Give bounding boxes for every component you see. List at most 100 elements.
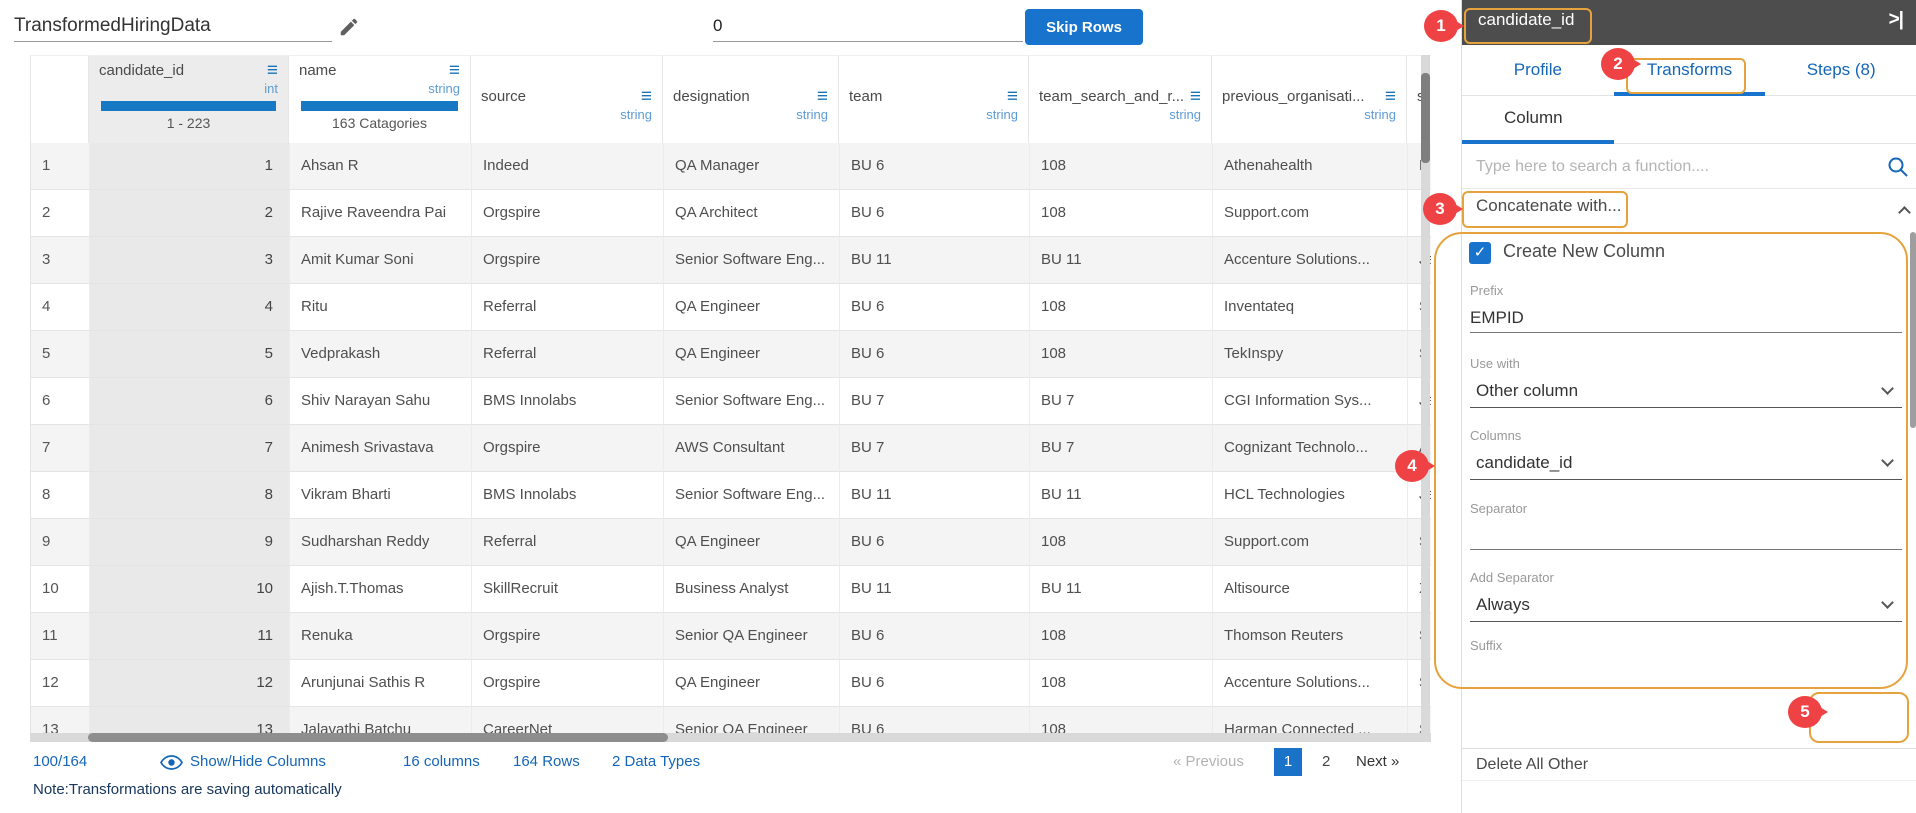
cell: 5 (89, 331, 289, 378)
add-separator-select[interactable]: Always (1470, 590, 1902, 622)
cell: 108 (1029, 331, 1212, 378)
chevron-down-icon (1881, 596, 1894, 609)
tab-steps[interactable]: Steps (8) (1806, 60, 1876, 79)
column-menu-icon[interactable]: ≡ (640, 85, 652, 107)
cell: Orgspire (471, 660, 663, 707)
search-icon[interactable] (1886, 155, 1910, 179)
cell: 9 (89, 519, 289, 566)
transform-panel: candidate_id >| Profile Transforms Steps… (1461, 0, 1916, 813)
column-type: string (620, 107, 652, 122)
pagination-page-1[interactable]: 1 (1274, 748, 1302, 776)
cell: Orgspire (471, 613, 663, 660)
subtab-column[interactable]: Column (1504, 108, 1563, 127)
use-with-label: Use with (1470, 356, 1520, 371)
function-search-input[interactable] (1476, 152, 1866, 182)
function-item-concatenate[interactable]: Concatenate with... (1476, 196, 1622, 215)
pagination-previous[interactable]: « Previous (1173, 753, 1244, 770)
row-number: 1 (31, 143, 89, 190)
cell: Referral (471, 519, 663, 566)
cell (1407, 190, 1431, 237)
show-hide-columns-button[interactable]: Show/Hide Columns (190, 753, 326, 770)
separator-input[interactable] (1470, 520, 1902, 550)
panel-scrollbar[interactable] (1910, 232, 1916, 428)
prefix-input[interactable] (1470, 303, 1902, 333)
table-row: 9 9 Sudharshan Reddy Referral QA Engineer BU … (30, 519, 1431, 566)
row-number: 12 (31, 660, 89, 707)
cell: 108 (1029, 660, 1212, 707)
horizontal-scrollbar[interactable] (88, 733, 668, 742)
table-body: 1 1 Ahsan R Indeed QA Manager BU 6 108 Athenahe… (0, 143, 1431, 741)
table-row: 6 6 Shiv Narayan Sahu BMS Innolabs Senior So… (30, 378, 1431, 425)
annotation-badge-2: 2 (1601, 48, 1641, 80)
dataset-name-input[interactable] (14, 10, 332, 42)
cell: BU 11 (839, 566, 1029, 613)
cell: BU 11 (1029, 237, 1212, 284)
column-header-source[interactable]: source ≡ string (470, 55, 662, 143)
table-row: 11 11 Renuka Orgspire Senior QA Engineer BU 6… (30, 613, 1431, 660)
column-menu-icon[interactable]: ≡ (1189, 85, 1201, 107)
divider (1462, 143, 1916, 144)
skip-rows-input[interactable] (713, 10, 1023, 42)
cell: BMS Innolabs (471, 472, 663, 519)
column-type: string (1169, 107, 1201, 122)
cell: Cognizant Technolo... (1212, 425, 1407, 472)
cell: 2 (89, 190, 289, 237)
cell: 10 (89, 566, 289, 613)
suffix-input[interactable] (1470, 656, 1902, 686)
columns-value: candidate_id (1476, 453, 1573, 472)
row-number: 2 (31, 190, 89, 237)
tab-transforms[interactable]: Transforms (1646, 60, 1733, 79)
cell: Accenture Solutions... (1212, 237, 1407, 284)
chevron-down-icon (1881, 454, 1894, 467)
cell: QA Engineer (663, 519, 839, 566)
add-separator-value: Always (1476, 595, 1530, 614)
row-number-header (30, 55, 88, 143)
column-menu-icon[interactable]: ≡ (1384, 85, 1396, 107)
create-new-column-label: Create New Column (1503, 241, 1666, 261)
cell: Sudharshan Reddy (289, 519, 471, 566)
row-number: 9 (31, 519, 89, 566)
create-new-column-checkbox[interactable]: ✓ (1469, 242, 1491, 264)
pencil-icon[interactable] (338, 16, 360, 38)
eye-icon[interactable] (160, 755, 183, 770)
cell: BU 11 (1029, 566, 1212, 613)
column-menu-icon[interactable]: ≡ (266, 59, 278, 81)
cell: BU 7 (1029, 425, 1212, 472)
cell: 1 (89, 143, 289, 190)
column-header-previous_organisati...[interactable]: previous_organisati... ≡ string (1211, 55, 1406, 143)
column-menu-icon[interactable]: ≡ (448, 59, 460, 81)
cell: Senior QA Engineer (663, 613, 839, 660)
column-header-team[interactable]: team ≡ string (838, 55, 1028, 143)
row-number: 10 (31, 566, 89, 613)
cell: Accenture Solutions... (1212, 660, 1407, 707)
column-menu-icon[interactable]: ≡ (816, 85, 828, 107)
chevron-up-icon[interactable] (1898, 206, 1911, 219)
column-header-candidate_id[interactable]: candidate_id ≡ int 1 - 223 (88, 55, 288, 143)
row-number: 11 (31, 613, 89, 660)
vertical-scrollbar[interactable] (1421, 73, 1430, 163)
cell: Referral (471, 331, 663, 378)
column-header-name[interactable]: name ≡ string 163 Catagories (288, 55, 470, 143)
column-header-designation[interactable]: designation ≡ string (662, 55, 838, 143)
columns-select[interactable]: candidate_id (1470, 448, 1902, 480)
table-row: 12 12 Arunjunai Sathis R Orgspire QA Enginee… (30, 660, 1431, 707)
cell: Ritu (289, 284, 471, 331)
chevron-down-icon (1881, 382, 1894, 395)
column-menu-icon[interactable]: ≡ (1006, 85, 1018, 107)
pagination-page-2[interactable]: 2 (1322, 753, 1331, 770)
use-with-select[interactable]: Other column (1470, 376, 1902, 408)
tab-profile[interactable]: Profile (1513, 60, 1562, 79)
table-row: 10 10 Ajish.T.Thomas SkillRecruit Business A… (30, 566, 1431, 613)
cell: 6 (89, 378, 289, 425)
cell: BU 7 (839, 425, 1029, 472)
cell: Vedprakash (289, 331, 471, 378)
pagination-next[interactable]: Next » (1356, 753, 1400, 770)
column-header-team_search_and_r...[interactable]: team_search_and_r... ≡ string (1028, 55, 1211, 143)
collapse-right-icon[interactable]: >| (1888, 9, 1904, 30)
skip-rows-button[interactable]: Skip Rows (1025, 9, 1143, 45)
cell: 108 (1029, 284, 1212, 331)
annotation-badge-3: 3 (1423, 193, 1463, 225)
column-name: team (849, 88, 883, 105)
delete-all-other-button[interactable]: Delete All Other (1476, 756, 1589, 773)
cell: BU 11 (839, 472, 1029, 519)
